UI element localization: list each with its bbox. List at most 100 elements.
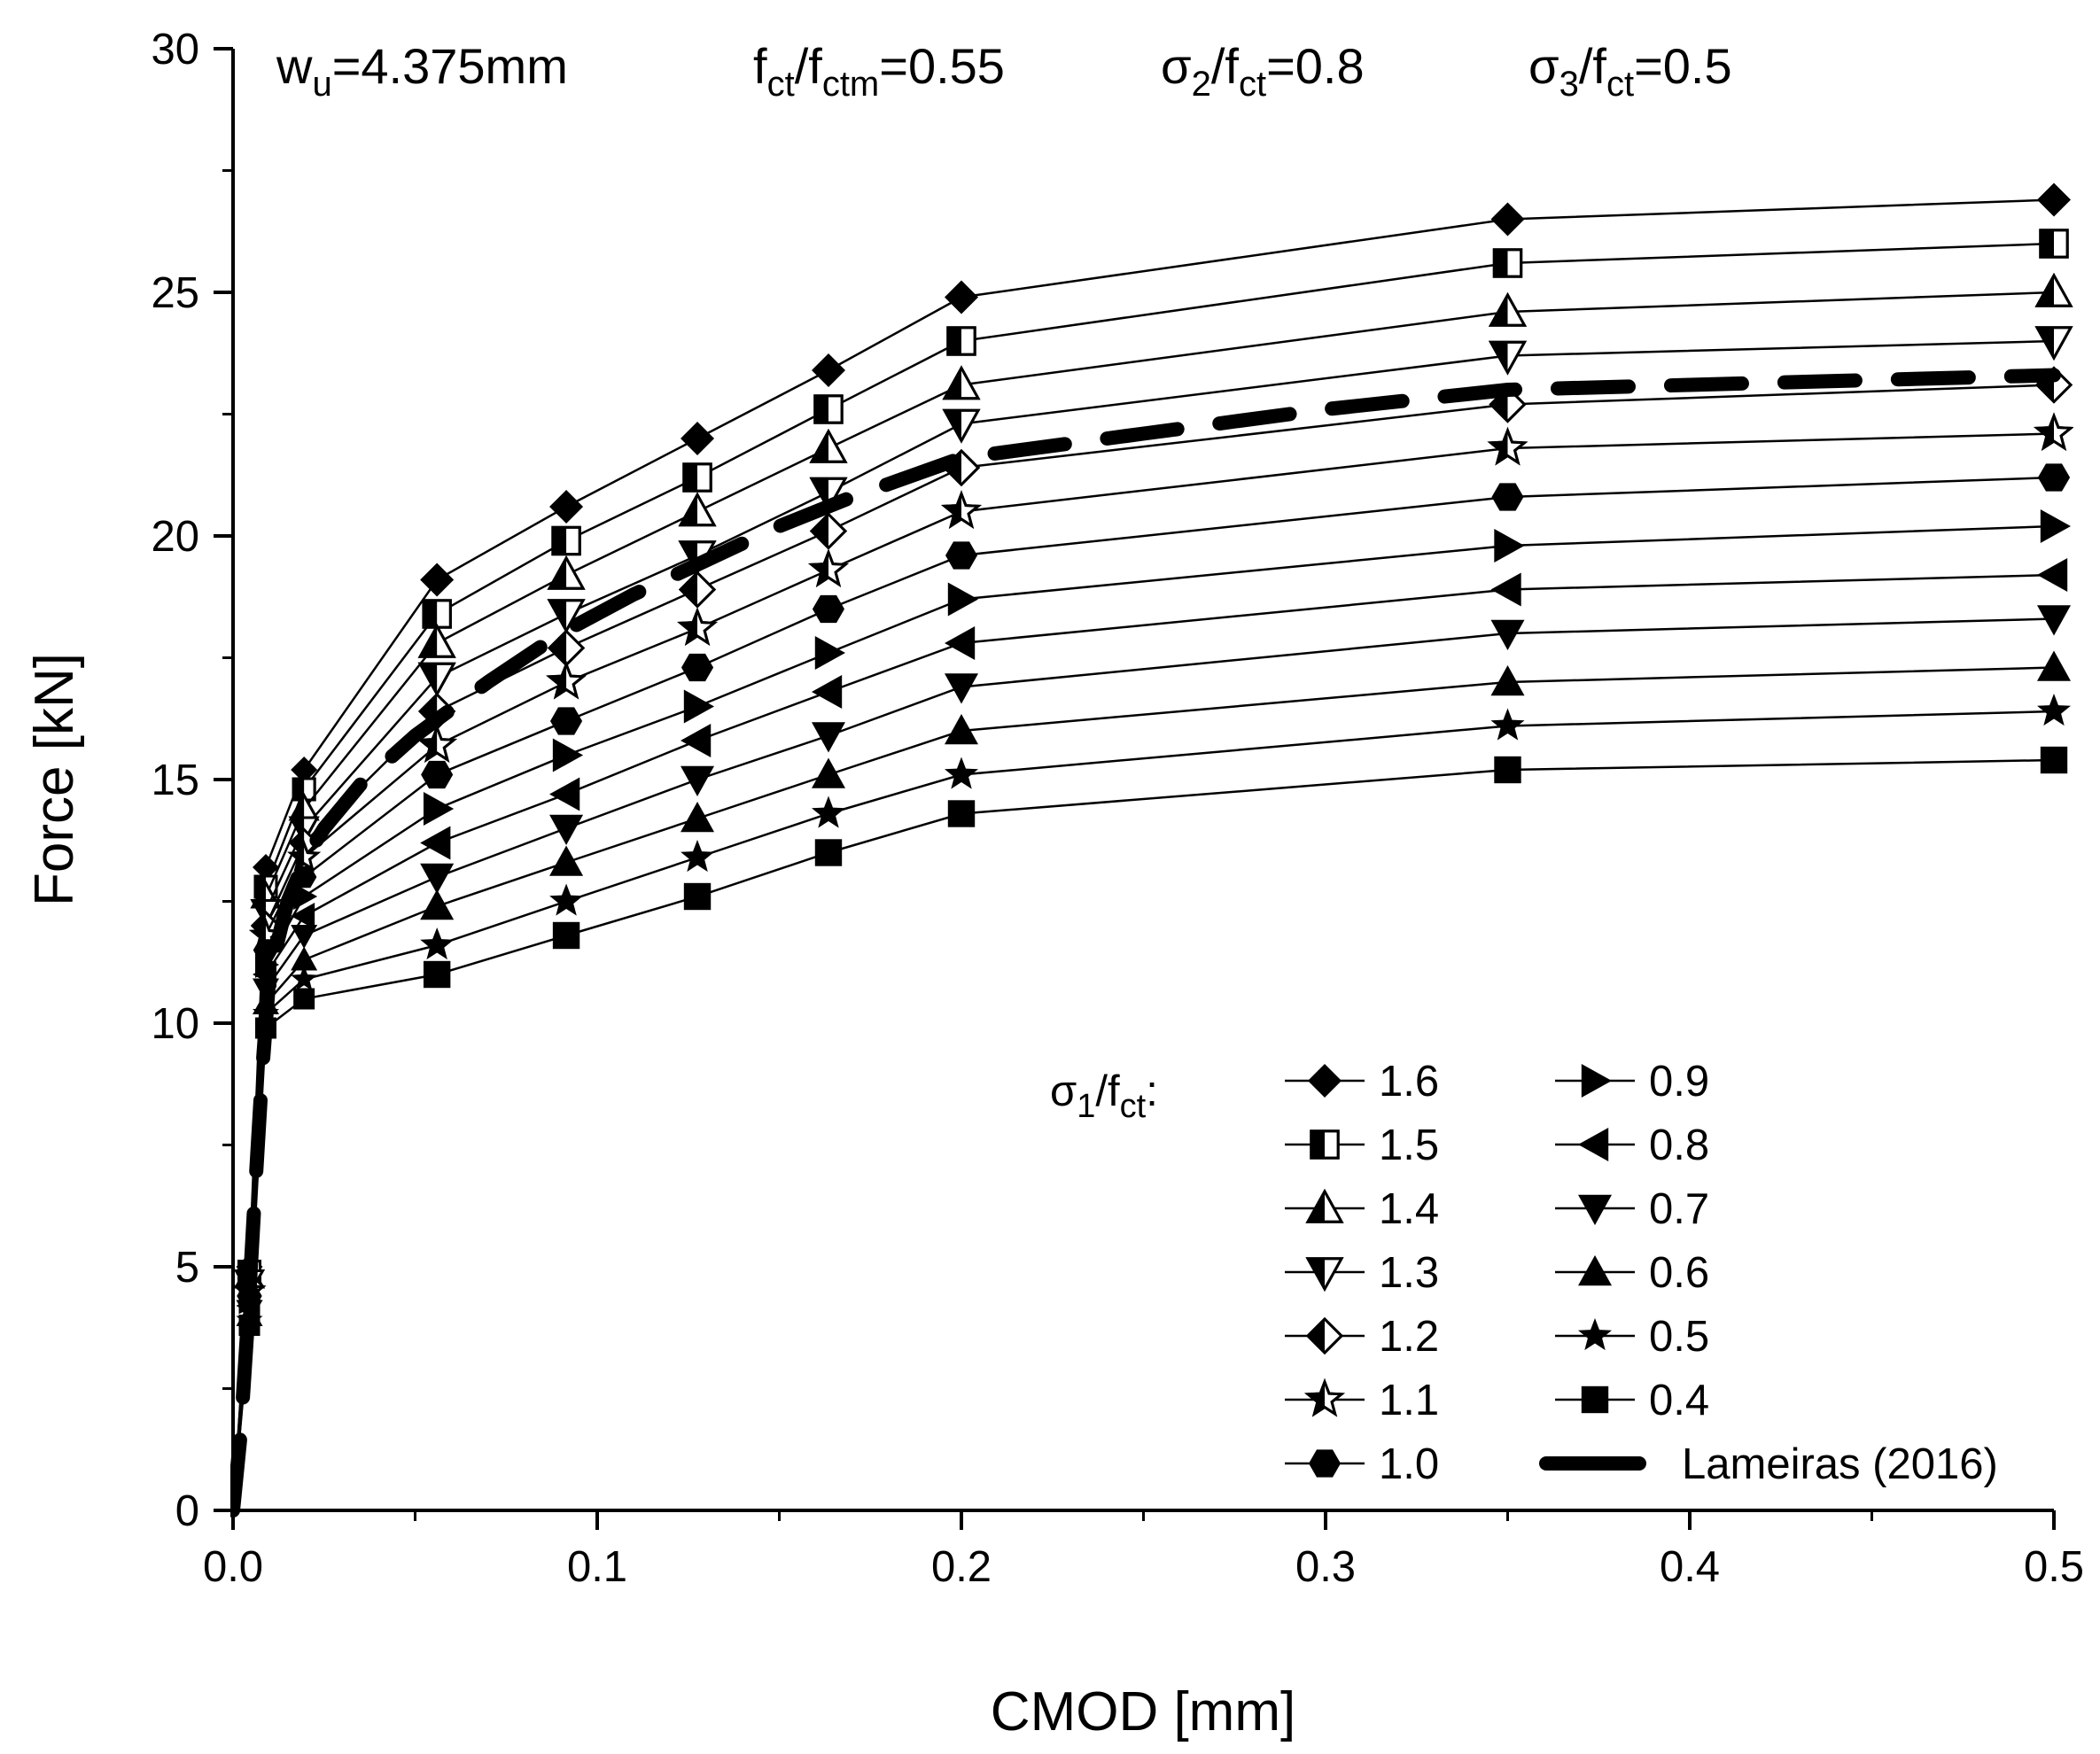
y-axis-title: Force [kN] (24, 653, 85, 906)
data-point (549, 777, 580, 811)
data-point (811, 353, 845, 387)
data-point (1494, 529, 1525, 563)
legend-item-1.6: 1.6 (1285, 1058, 1439, 1106)
series-line (231, 291, 2055, 1511)
legend-item-reference: Lameiras (2016) (1539, 1440, 1998, 1488)
data-point (945, 714, 978, 745)
data-point (1491, 483, 1524, 511)
data-point (291, 965, 318, 991)
data-point (809, 477, 848, 512)
data-point (291, 757, 318, 783)
data-point (552, 738, 584, 772)
series-line (231, 476, 2055, 1511)
annotation-wu: wu=4.375mm (276, 38, 568, 104)
data-point (422, 599, 452, 629)
annotation-fct-ratio: fct/fctm=0.55 (753, 38, 1005, 104)
data-point (677, 607, 718, 646)
annotation-sigma2: σ2/fct=0.8 (1161, 38, 1365, 104)
data-point (945, 626, 976, 660)
data-point (291, 946, 318, 971)
data-point (809, 428, 848, 463)
legend-marker (1578, 1128, 1609, 1161)
x-tick-label: 0.2 (931, 1543, 992, 1591)
series-0.9 (231, 509, 2071, 1511)
data-point (293, 988, 315, 1010)
legend-item-1.5: 1.5 (1285, 1121, 1439, 1169)
data-point (2033, 412, 2073, 451)
legend-label: 1.4 (1379, 1185, 1439, 1233)
data-point (681, 653, 714, 682)
legend-label: 0.8 (1649, 1121, 1709, 1169)
series-line (231, 384, 2055, 1511)
y-axis-ticks: 0 5 10 15 20 25 30 (151, 26, 233, 1535)
data-point (550, 707, 583, 735)
legend-marker (1308, 1064, 1342, 1098)
data-point (1488, 340, 1528, 376)
legend-label: 1.6 (1379, 1058, 1439, 1106)
data-point (417, 662, 456, 697)
legend-item-1.3: 1.3 (1285, 1249, 1439, 1297)
x-tick-label: 0.1 (567, 1543, 627, 1591)
y-tick-label: 10 (151, 1000, 199, 1048)
data-point (423, 960, 451, 989)
data-point (946, 326, 976, 356)
data-point (1492, 248, 1523, 278)
data-point (1490, 665, 1525, 696)
data-point (1494, 756, 1521, 784)
data-point (1490, 202, 1525, 237)
data-point (421, 760, 454, 789)
data-point (547, 629, 586, 667)
legend-marker (1303, 1378, 1346, 1417)
legend-marker (1305, 1316, 1344, 1355)
data-point (546, 660, 587, 700)
legend-item-0.5: 0.5 (1555, 1313, 1709, 1361)
y-tick-label: 0 (175, 1487, 199, 1535)
reference-curve (230, 368, 2061, 1517)
series-1.4 (231, 272, 2073, 1511)
data-point (420, 826, 451, 860)
data-point (2039, 229, 2069, 259)
legend-item-0.9: 0.9 (1555, 1058, 1709, 1106)
data-point (947, 582, 978, 617)
data-point (945, 280, 978, 314)
y-tick-label: 25 (151, 269, 199, 317)
legend-item-0.4: 0.4 (1555, 1377, 1709, 1424)
data-point (291, 903, 315, 929)
data-point (417, 623, 456, 658)
data-point (811, 675, 843, 709)
legend-item-1.2: 1.2 (1285, 1313, 1439, 1361)
data-point (813, 394, 844, 424)
legend-item-1.4: 1.4 (1285, 1185, 1439, 1233)
legend-label: 1.0 (1379, 1440, 1439, 1488)
data-point (811, 757, 845, 788)
legend-label: 1.5 (1379, 1121, 1439, 1169)
legend-item-0.8: 0.8 (1555, 1121, 1709, 1169)
legend-items: 1.6 1.5 1.4 1.3 1.2 1.1 1.0 0.9 0.8 0.7 0.6 0.5 0.4 L… (1285, 1058, 1998, 1488)
data-point (420, 863, 455, 894)
data-point (423, 792, 455, 826)
legend-marker (1305, 1257, 1344, 1292)
data-point (681, 765, 715, 796)
data-point (420, 889, 455, 920)
series-0.4 (231, 746, 2068, 1511)
legend-marker (1305, 1188, 1344, 1223)
legend-label: 1.1 (1379, 1377, 1439, 1424)
x-axis-ticks: 0.0 0.1 0.2 0.3 0.4 0.5 (203, 1510, 2084, 1591)
data-point (945, 673, 978, 704)
data-point (1490, 572, 1521, 607)
y-tick-label: 5 (175, 1244, 199, 1292)
data-point (2037, 694, 2071, 726)
series-1.0 (231, 463, 2071, 1511)
data-point (1490, 619, 1525, 650)
data-point (252, 854, 279, 881)
data-point (942, 408, 981, 444)
series-1.5 (231, 229, 2069, 1511)
legend-marker (1578, 1255, 1612, 1286)
data-point (683, 882, 712, 911)
data-point (287, 840, 322, 873)
legend-item-0.6: 0.6 (1555, 1249, 1709, 1297)
data-point (2037, 558, 2068, 592)
data-point (681, 802, 715, 833)
data-point (683, 689, 715, 724)
